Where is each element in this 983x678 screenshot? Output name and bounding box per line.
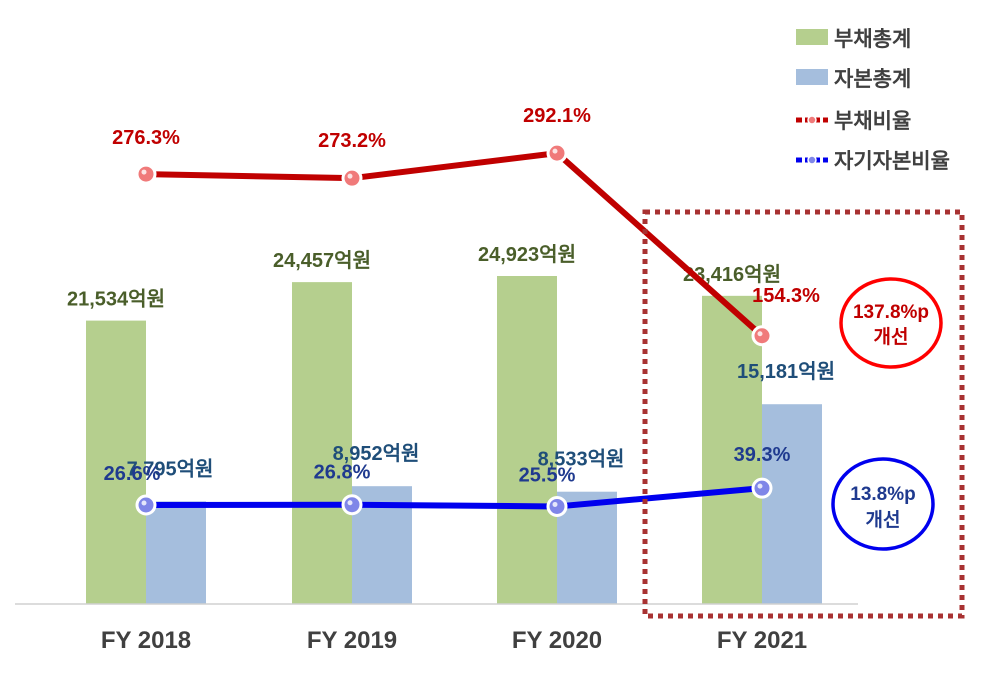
bar-equity-total [762, 404, 822, 604]
debt-total-value-label: 23,416억원 [683, 263, 781, 286]
debt-ratio-point [546, 142, 568, 164]
legend-label-debt-ratio: 부채비율 [834, 110, 911, 133]
legend-swatch-equity-total [796, 69, 828, 85]
equity-ratio-point [751, 477, 773, 499]
legend-marker-debt-ratio [807, 115, 817, 125]
debt-ratio-value-label: 292.1% [523, 105, 591, 127]
debt-ratio-line [143, 150, 765, 339]
equity-ratio-point-highlight [757, 483, 763, 489]
annotations-layer: 137.8%p 개선 13.8%p 개선 [831, 277, 943, 551]
debt-improvement-ellipse [839, 277, 943, 369]
equity-improvement-ellipse [831, 457, 935, 551]
equity-improvement-value: 13.8%p [850, 484, 915, 505]
equity-ratio-value-label: 39.3% [734, 444, 791, 466]
x-tick-label: FY 2021 [717, 627, 807, 654]
debt-ratio-value-label: 276.3% [112, 127, 180, 149]
debt-ratio-value-label: 273.2% [318, 130, 386, 152]
bar-value-labels: 21,534억원 7,795억원 24,457억원 8,952억원 24,923억원 8,… [67, 243, 835, 480]
equity-ratio-point-highlight [552, 501, 558, 507]
debt-ratio-point [341, 167, 363, 189]
x-tick-label: FY 2020 [512, 627, 602, 654]
legend-label-equity-total: 자본총계 [834, 68, 911, 91]
equity-ratio-line [143, 485, 765, 510]
bar-debt-total [292, 282, 352, 604]
debt-ratio-point-highlight [141, 169, 147, 175]
debt-ratio-point [135, 163, 157, 185]
debt-ratio-point-highlight [552, 148, 558, 154]
equity-total-value-label: 8,952억원 [333, 442, 420, 465]
debt-improvement-value: 137.8%p [853, 302, 929, 323]
debt-total-value-label: 24,457억원 [273, 249, 371, 272]
equity-ratio-point [341, 494, 363, 516]
equity-total-value-label: 7,795억원 [127, 457, 214, 480]
equity-ratio-value-label: 26.6% [104, 463, 161, 485]
equity-ratio-point-highlight [347, 500, 353, 506]
x-axis-labels: FY 2018 FY 2019 FY 2020 FY 2021 [101, 627, 807, 654]
bar-debt-total [86, 320, 146, 604]
equity-ratio-point-highlight [141, 500, 147, 506]
equity-total-value-label: 15,181억원 [737, 360, 835, 383]
legend-swatch-debt-total [796, 29, 828, 45]
legend-label-equity-ratio: 자기자본비율 [834, 150, 950, 173]
debt-total-value-label: 21,534억원 [67, 288, 165, 311]
debt-improvement-label: 개선 [874, 326, 909, 348]
equity-ratio-point [135, 494, 157, 516]
bar-debt-total [497, 276, 557, 604]
equity-total-value-label: 8,533억원 [538, 448, 625, 471]
debt-ratio-value-label: 154.3% [752, 285, 820, 307]
equity-ratio-point [546, 495, 568, 517]
highlight-box [642, 209, 965, 619]
equity-ratio-value-label: 25.5% [519, 464, 576, 486]
equity-ratio-value-label: 26.8% [314, 462, 371, 484]
debt-ratio-point-highlight [347, 173, 353, 179]
debt-ratio-point-highlight [757, 331, 763, 337]
x-tick-label: FY 2019 [307, 627, 397, 654]
highlight-layer [642, 209, 965, 619]
debt-ratio-point [751, 325, 773, 347]
legend-label-debt-total: 부채총계 [834, 28, 911, 51]
bars-layer [86, 276, 822, 604]
bar-equity-total [146, 501, 206, 604]
bar-debt-total [702, 295, 762, 604]
lines-layer: 276.3% 273.2% 292.1% 154.3% 26.6% 26.8% 25.5% 3… [104, 105, 820, 517]
bar-equity-total [557, 491, 617, 604]
debt-total-value-label: 24,923억원 [478, 243, 576, 266]
legend-marker-equity-ratio [807, 155, 817, 165]
equity-improvement-label: 개선 [866, 509, 901, 531]
x-tick-label: FY 2018 [101, 627, 191, 654]
